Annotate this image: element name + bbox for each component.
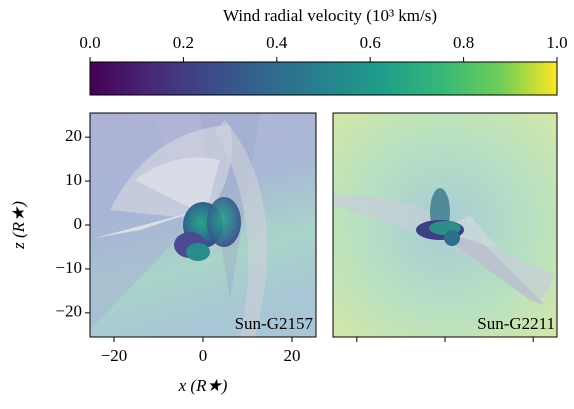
y-tick-label: 0 bbox=[74, 214, 83, 233]
x-tick-label: 0.8 bbox=[453, 33, 474, 52]
panel-image bbox=[333, 113, 557, 337]
colorbar bbox=[89, 61, 558, 96]
panel-label: Sun-G2211 bbox=[477, 314, 555, 333]
x-tick-label: 0.4 bbox=[266, 33, 288, 52]
x-axis-label: x (R★) bbox=[178, 376, 228, 395]
panel-image bbox=[90, 113, 316, 337]
colorbar-title: Wind radial velocity (10³ km/s) bbox=[223, 6, 437, 25]
x-tick-label: 0.2 bbox=[173, 33, 194, 52]
y-axis-label: z (R★) bbox=[9, 201, 28, 250]
x-tick-label: 0.0 bbox=[79, 33, 100, 52]
y-tick-label: 20 bbox=[65, 126, 82, 145]
x-tick-label: 0.6 bbox=[360, 33, 381, 52]
y-tick-label: −10 bbox=[55, 258, 82, 277]
x-tick-label: 0 bbox=[199, 346, 208, 365]
y-tick-label: 10 bbox=[65, 170, 82, 189]
x-tick-label: −20 bbox=[101, 346, 128, 365]
panel-label: Sun-G2157 bbox=[235, 314, 314, 333]
x-tick-label: 1.0 bbox=[546, 33, 567, 52]
y-tick-label: −20 bbox=[55, 302, 82, 321]
x-tick-label: 20 bbox=[283, 346, 300, 365]
